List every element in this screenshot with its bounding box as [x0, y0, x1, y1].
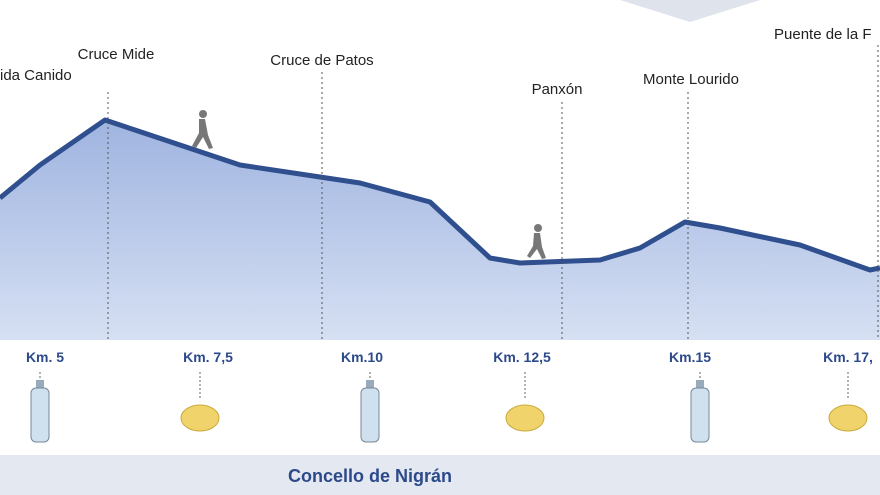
snack-icons [180, 404, 868, 432]
km-label: Km. 7,5 [183, 349, 233, 365]
waypoint-label: Cruce Mide [78, 46, 155, 63]
footer-text: Concello de Nigrán [288, 466, 452, 486]
waypoint-label: ida Canido [0, 67, 72, 84]
runner-icons [192, 110, 546, 259]
elevation-area [0, 120, 880, 340]
waypoint-lines [107, 45, 879, 340]
elevation-line [0, 117, 880, 273]
footer-band [0, 455, 880, 495]
km-label: Km.15 [669, 349, 711, 365]
km-label: Km.10 [341, 349, 383, 365]
km-label: Km. 5 [26, 349, 64, 365]
waypoint-label: Panxón [532, 81, 583, 98]
waypoint-label: Cruce de Patos [270, 52, 373, 69]
water-bottles [30, 380, 710, 443]
header-shape [620, 0, 760, 22]
waypoint-label: Puente de la F [774, 26, 872, 43]
km-label: Km. 17, [823, 349, 873, 365]
km-label: Km. 12,5 [493, 349, 551, 365]
waypoint-label: Monte Lourido [643, 71, 739, 88]
